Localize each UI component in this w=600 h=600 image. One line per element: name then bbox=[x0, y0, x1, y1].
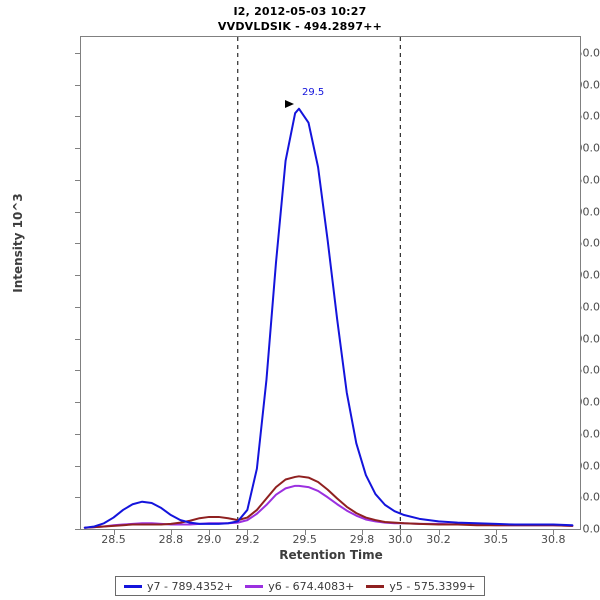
y-tick-mark bbox=[75, 179, 80, 181]
y-tick-mark bbox=[75, 497, 80, 499]
legend-color-swatch bbox=[366, 584, 385, 588]
x-tick-label: 28.8 bbox=[158, 533, 184, 546]
x-tick-label: 29.5 bbox=[292, 533, 317, 546]
legend-color-swatch bbox=[124, 584, 142, 588]
x-tick-label: 30.8 bbox=[540, 533, 566, 546]
y-tick-mark bbox=[75, 306, 80, 308]
chart-title-line-1: I2, 2012-05-03 10:27 bbox=[233, 5, 367, 18]
legend-item-label: y7 - 789.4352+ bbox=[147, 579, 234, 593]
y-tick-mark bbox=[75, 52, 80, 54]
legend-item[interactable]: y7 - 789.4352+ bbox=[124, 580, 233, 593]
y-axis-label: Intensity 10^3 bbox=[11, 193, 25, 293]
series-line bbox=[83, 107, 574, 529]
y-tick-mark bbox=[75, 211, 80, 213]
y-tick-mark bbox=[75, 465, 80, 467]
chart-title: I2, 2012-05-03 10:27 VVDVLDSIK - 494.289… bbox=[0, 4, 600, 34]
y-tick-mark bbox=[75, 275, 80, 277]
x-tick-mark bbox=[362, 530, 364, 535]
x-tick-mark bbox=[170, 530, 172, 535]
y-tick-mark bbox=[75, 116, 80, 118]
y-tick-mark bbox=[75, 338, 80, 340]
x-tick-label: 29.0 bbox=[196, 533, 222, 546]
x-tick-label: 28.5 bbox=[101, 533, 126, 546]
x-tick-label: 29.8 bbox=[349, 533, 375, 546]
series-line bbox=[83, 475, 574, 529]
legend-item[interactable]: y5 - 575.3399+ bbox=[366, 579, 476, 593]
plot-area bbox=[80, 36, 581, 530]
legend-item-label: y5 - 575.3399+ bbox=[389, 579, 476, 593]
x-tick-mark bbox=[495, 530, 497, 535]
y-tick-mark bbox=[75, 148, 80, 150]
legend-color-swatch bbox=[245, 584, 264, 588]
y-tick-mark bbox=[75, 402, 80, 404]
x-tick-mark bbox=[247, 530, 249, 535]
y-tick-mark bbox=[75, 433, 80, 435]
peak-label: 29.5 bbox=[301, 86, 325, 98]
legend-item-label: y6 - 674.4083+ bbox=[268, 579, 355, 593]
y-tick-mark bbox=[75, 243, 80, 245]
x-tick-mark bbox=[438, 530, 440, 535]
x-tick-mark bbox=[553, 530, 555, 535]
chart-title-line-2: VVDVLDSIK - 494.2897++ bbox=[217, 20, 383, 33]
y-tick-mark bbox=[75, 84, 80, 86]
x-axis-label: Retention Time bbox=[279, 548, 383, 562]
x-tick-mark bbox=[400, 530, 402, 535]
y-tick-mark bbox=[75, 529, 80, 530]
y-tick-mark bbox=[75, 370, 80, 372]
legend-item[interactable]: y6 - 674.4083+ bbox=[245, 580, 354, 593]
x-tick-label: 30.2 bbox=[426, 533, 451, 546]
y-tick-label: 0.0 bbox=[582, 522, 600, 536]
x-tick-label: 29.2 bbox=[235, 533, 260, 546]
x-tick-mark bbox=[304, 530, 306, 535]
chart-legend: y7 - 789.4352+ y6 - 674.4083+ y5 - 575.339… bbox=[115, 576, 485, 596]
x-tick-mark bbox=[209, 530, 211, 535]
x-tick-label: 30.5 bbox=[483, 533, 509, 546]
series-canvas bbox=[83, 37, 574, 529]
y-tick-label: 50.0 bbox=[575, 490, 600, 504]
x-tick-mark bbox=[113, 530, 115, 535]
peak-marker-arrow-icon bbox=[284, 99, 294, 108]
x-tick-label: 30.0 bbox=[388, 533, 413, 546]
